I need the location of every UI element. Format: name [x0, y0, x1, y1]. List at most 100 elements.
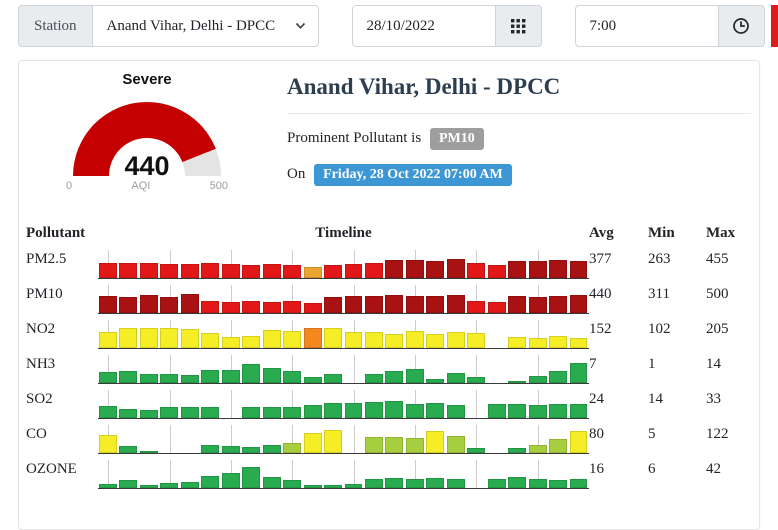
timeline-bar [385, 260, 404, 278]
timeline-bar [446, 405, 465, 418]
col-header-avg: Avg [589, 225, 614, 241]
timeline-bar [180, 375, 199, 383]
max-value: 42 [706, 461, 721, 477]
timeline-bar [549, 439, 568, 453]
timeline-bar [119, 297, 138, 313]
col-header-min: Min [648, 225, 675, 241]
timeline-bar [446, 436, 465, 453]
timeline-bar [549, 336, 568, 348]
timeline-bar [385, 295, 404, 313]
timeline-bar [508, 404, 527, 418]
date-input[interactable] [351, 5, 496, 47]
avg-value: 80 [589, 426, 604, 442]
timeline-bar [242, 301, 261, 313]
prominent-pollutant-label: Prominent Pollutant is [287, 130, 422, 146]
gauge-arc: 440 [73, 102, 221, 176]
time-input[interactable] [574, 5, 719, 47]
gauge-axis-title: AQI [131, 180, 151, 192]
station-header: Anand Vihar, Delhi - DPCC Prominent Poll… [287, 74, 751, 186]
timeline-bar [426, 403, 445, 418]
timeline-bar [242, 364, 261, 383]
timeline-bar [344, 403, 363, 418]
max-value: 500 [706, 286, 729, 302]
tick-mark [230, 355, 232, 383]
timeline-bar [467, 333, 486, 348]
timeline-bar [446, 332, 465, 348]
timeline-bar [303, 377, 322, 383]
aqi-gauge: Severe 440 0 AQI 500 [27, 71, 267, 192]
timeline-bar [487, 404, 506, 418]
timeline-bar [160, 407, 179, 418]
timeline-bar [283, 407, 302, 418]
timeline-bar [324, 430, 342, 453]
tick-mark [230, 390, 232, 418]
clipped-red-element [771, 5, 778, 47]
tick-mark [353, 460, 355, 488]
timeline-bar [201, 333, 220, 348]
tick-mark [169, 355, 171, 383]
tick-mark [230, 320, 232, 348]
station-label: Station [18, 5, 93, 47]
timeline-bar [201, 263, 220, 278]
timeline-bar [180, 294, 199, 313]
timeline-bar [324, 297, 342, 313]
timeline-bar [344, 332, 363, 348]
timeline-bar [242, 467, 261, 488]
timeline-bar [262, 407, 281, 418]
gauge-max-label: 500 [209, 180, 228, 192]
timeline-bar [364, 402, 383, 418]
gauge-min-label: 0 [66, 180, 73, 192]
datetime-badge: Friday, 28 Oct 2022 07:00 AM [314, 164, 512, 186]
on-label: On [287, 166, 306, 182]
timeline-bar [139, 263, 158, 278]
timeline-bar [528, 376, 547, 383]
timeline-bar [139, 328, 158, 348]
timeline-bar [201, 407, 220, 418]
timeline-bar [160, 264, 179, 278]
timeline-bar [324, 374, 342, 383]
pollutant-name: NH3 [26, 356, 56, 372]
tick-mark [230, 285, 232, 313]
min-value: 14 [648, 391, 663, 407]
min-value: 5 [648, 426, 656, 442]
tick-mark [537, 460, 539, 488]
timeline-bar [201, 445, 220, 453]
timeline-bar [160, 374, 179, 383]
timeline-bar [549, 260, 568, 278]
timeline-bar [99, 263, 117, 278]
pollutant-table-body: PM2.5 377 263 455 PM10 440 311 500 NO2 152 102 205 N… [26, 247, 756, 492]
clock-button[interactable] [718, 5, 765, 47]
timeline-bar [405, 331, 424, 348]
chevron-down-icon [295, 22, 305, 30]
timeline-bar [549, 296, 568, 313]
tick-mark [537, 425, 539, 453]
max-value: 33 [706, 391, 721, 407]
tick-mark [108, 390, 110, 418]
col-header-max: Max [706, 225, 736, 241]
toolbar: Station Anand Vihar, Delhi - DPCC [18, 5, 765, 47]
station-select-group: Station Anand Vihar, Delhi - DPCC [18, 5, 319, 47]
tick-mark [537, 320, 539, 348]
timeline-bar [385, 334, 404, 348]
timeline-bar [303, 433, 322, 453]
timeline-bar [446, 295, 465, 313]
timeline-bar [467, 448, 486, 453]
timeline-bar [99, 406, 117, 418]
station-select[interactable]: Anand Vihar, Delhi - DPCC [92, 5, 319, 47]
timeline-bar [262, 368, 281, 383]
timeline-bar [324, 403, 342, 418]
timeline-bar [139, 295, 158, 313]
timeline-bar [283, 443, 302, 453]
timeline-bar [303, 267, 322, 278]
min-value: 311 [648, 286, 670, 302]
tick-mark [169, 425, 171, 453]
timeline-bar [569, 363, 588, 383]
calendar-button[interactable] [495, 5, 542, 47]
table-row: PM2.5 377 263 455 [26, 247, 756, 282]
prominent-pollutant-badge: PM10 [429, 128, 484, 150]
timeline-bar [283, 331, 302, 348]
tick-mark [169, 460, 171, 488]
timeline-bar [99, 296, 117, 313]
tick-mark [476, 460, 478, 488]
timeline-bar [569, 261, 588, 278]
